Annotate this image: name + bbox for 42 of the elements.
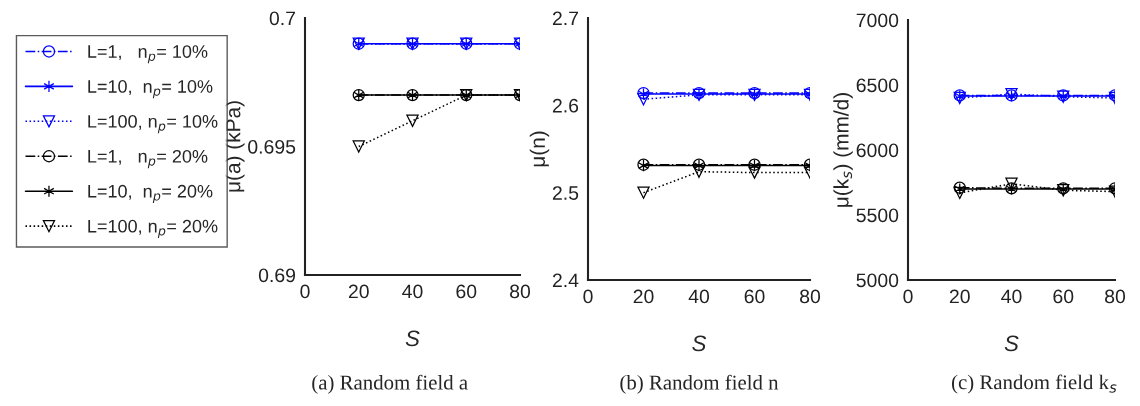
text: (c) Random field k$_{s}$ [951, 374, 1117, 394]
x-tick-label: 60 [1053, 289, 1074, 304]
x-tick-label: 40 [1001, 289, 1022, 304]
legend-label: L=100, n$_{p}$= 20% [88, 219, 218, 238]
y-tick-label: 5000 [856, 273, 899, 288]
y-tick-label: 6000 [856, 143, 899, 158]
y-tick-label: 0.7 [269, 11, 295, 26]
y-tick-label: 2.5 [552, 186, 579, 200]
y-axis-title: μ(k$_{s}$) (mm/d) [833, 93, 853, 207]
legend-label: L=100, n$_{p}$= 10% [88, 115, 218, 134]
legend-label: L=1, n$_{p}$= 10% [88, 45, 208, 64]
x-tick-label: 60 [456, 284, 477, 299]
y-tick-label: 0.695 [248, 139, 296, 154]
x-tick-label: 20 [633, 289, 654, 304]
legend-label: L=10, n$_{p}$= 20% [88, 184, 213, 204]
y-axis-title: μ(n) [529, 131, 550, 167]
y-tick-label: 2.6 [552, 98, 579, 113]
x-tick-label: 0 [583, 289, 593, 304]
x-tick-label: 0 [300, 284, 310, 299]
text: (a) Random field a [312, 374, 468, 394]
x-axis-title: S [405, 330, 420, 347]
legend-label: L=1, n$_{p}$= 20% [88, 149, 208, 169]
x-tick-label: 40 [402, 284, 423, 299]
y-tick-label: 5500 [856, 208, 899, 223]
y-axis-title: μ(a) (kPa) [225, 101, 245, 192]
x-tick-label: 80 [800, 289, 821, 304]
x-tick-label: 20 [949, 289, 970, 304]
x-axis-title: S [692, 335, 707, 352]
y-tick-label: 0.69 [258, 268, 296, 283]
y-tick-label: 7000 [856, 13, 899, 28]
legend-label: L=10, n$_{p}$= 10% [88, 80, 213, 99]
x-tick-label: 0 [903, 289, 913, 304]
x-tick-label: 60 [744, 289, 765, 304]
text: (b) Random field n [620, 374, 779, 394]
x-tick-label: 80 [1105, 289, 1126, 304]
y-tick-label: 2.7 [552, 11, 578, 26]
y-tick-label: 6500 [856, 78, 899, 93]
x-tick-label: 80 [510, 284, 531, 299]
x-tick-label: 20 [348, 284, 369, 299]
x-tick-label: 40 [688, 289, 710, 304]
y-tick-label: 2.4 [552, 273, 579, 288]
x-axis-title: S [1004, 335, 1019, 352]
